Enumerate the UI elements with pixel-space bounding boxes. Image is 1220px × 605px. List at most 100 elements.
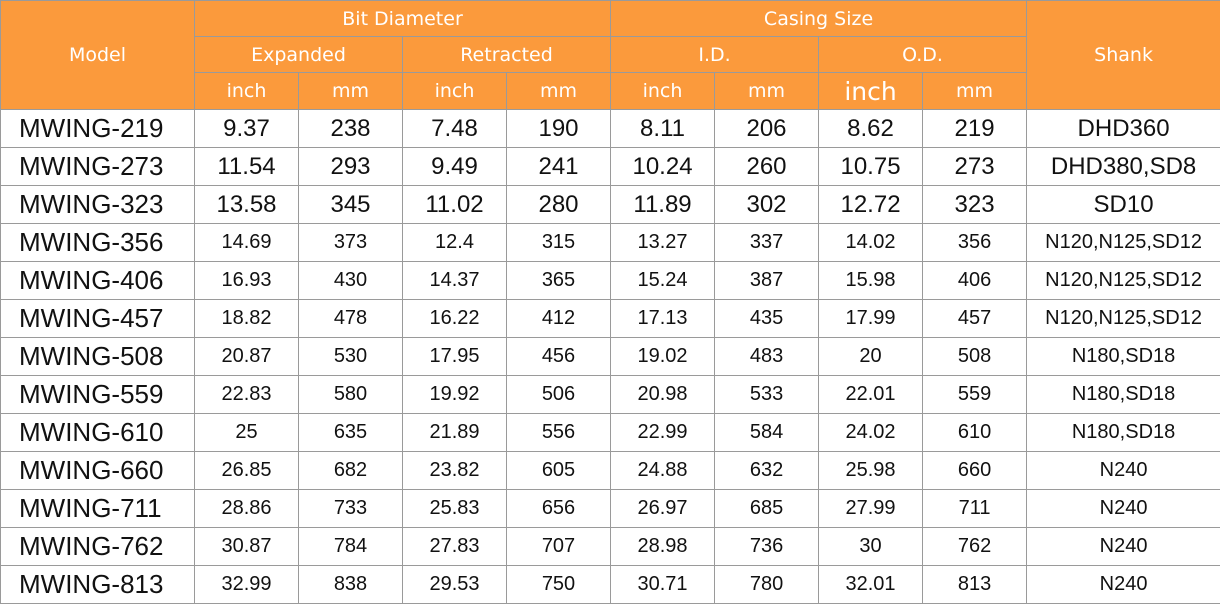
- shank-cell: DHD360: [1026, 109, 1220, 148]
- header-expanded: Expanded: [194, 36, 403, 73]
- value-cell: 273: [922, 147, 1028, 186]
- value-cell: 22.01: [818, 375, 924, 414]
- value-cell: 11.54: [194, 147, 299, 186]
- shank-cell: SD10: [1026, 185, 1220, 224]
- unit-header: inch: [610, 72, 716, 110]
- value-cell: 457: [922, 299, 1028, 338]
- value-cell: 15.24: [610, 261, 716, 300]
- shank-cell: N240: [1026, 489, 1220, 528]
- table-row: MWING-610 25 635 21.89 556 22.99 584 24.02 610 N1…: [0, 413, 1220, 452]
- value-cell: 8.62: [818, 109, 924, 148]
- value-cell: 323: [922, 185, 1028, 224]
- value-cell: 483: [714, 337, 820, 376]
- model-cell: MWING-610: [0, 413, 195, 452]
- value-cell: 435: [714, 299, 820, 338]
- value-cell: 387: [714, 261, 820, 300]
- value-cell: 21.89: [402, 413, 507, 452]
- value-cell: 241: [505, 147, 612, 186]
- value-cell: 28.86: [194, 489, 299, 528]
- value-cell: 27.83: [402, 527, 507, 566]
- value-cell: 26.97: [610, 489, 716, 528]
- value-cell: 22.99: [610, 413, 716, 452]
- value-cell: 24.88: [610, 451, 716, 490]
- value-cell: 635: [298, 413, 403, 452]
- value-cell: 9.37: [194, 109, 299, 148]
- value-cell: 16.93: [194, 261, 299, 300]
- value-cell: 206: [714, 109, 820, 148]
- value-cell: 12.4: [402, 223, 507, 262]
- unit-header: mm: [298, 72, 403, 110]
- value-cell: 506: [505, 375, 612, 414]
- value-cell: 26.85: [194, 451, 299, 490]
- value-cell: 10.24: [610, 147, 716, 186]
- value-cell: 530: [298, 337, 403, 376]
- value-cell: 813: [922, 565, 1028, 604]
- value-cell: 14.69: [194, 223, 299, 262]
- value-cell: 260: [714, 147, 820, 186]
- value-cell: 32.99: [194, 565, 299, 604]
- model-cell: MWING-273: [0, 147, 195, 186]
- model-cell: MWING-762: [0, 527, 195, 566]
- table-row: MWING-323 13.58 345 11.02 280 11.89 302 12.72 32…: [0, 185, 1220, 224]
- shank-cell: N120,N125,SD12: [1026, 223, 1220, 262]
- header-shank: Shank: [1026, 0, 1220, 110]
- table-row: MWING-508 20.87 530 17.95 456 19.02 483 20 508 N1…: [0, 337, 1220, 376]
- value-cell: 337: [714, 223, 820, 262]
- value-cell: 707: [505, 527, 612, 566]
- value-cell: 16.22: [402, 299, 507, 338]
- value-cell: 17.99: [818, 299, 924, 338]
- value-cell: 29.53: [402, 565, 507, 604]
- value-cell: 733: [298, 489, 403, 528]
- table-row: MWING-406 16.93 430 14.37 365 15.24 387 15.98 40…: [0, 261, 1220, 300]
- value-cell: 14.37: [402, 261, 507, 300]
- value-cell: 280: [505, 185, 612, 224]
- value-cell: 11.89: [610, 185, 716, 224]
- value-cell: 24.02: [818, 413, 924, 452]
- table-row: MWING-273 11.54 293 9.49 241 10.24 260 10.75 273…: [0, 147, 1220, 186]
- value-cell: 32.01: [818, 565, 924, 604]
- value-cell: 533: [714, 375, 820, 414]
- header-casing-size: Casing Size: [610, 0, 1028, 37]
- unit-header: inch: [402, 72, 507, 110]
- value-cell: 838: [298, 565, 403, 604]
- value-cell: 8.11: [610, 109, 716, 148]
- table-body: MWING-219 9.37 238 7.48 190 8.11 206 8.62 219 DHD…: [0, 109, 1220, 604]
- unit-header: inch: [818, 72, 924, 110]
- header-bit-diameter: Bit Diameter: [193, 0, 612, 37]
- header-model: Model: [0, 0, 195, 110]
- table-row: MWING-559 22.83 580 19.92 506 20.98 533 22.01 55…: [0, 375, 1220, 414]
- header-id: I.D.: [610, 36, 820, 73]
- table-row: MWING-711 28.86 733 25.83 656 26.97 685 27.99 71…: [0, 489, 1220, 528]
- model-cell: MWING-457: [0, 299, 195, 338]
- value-cell: 30.71: [610, 565, 716, 604]
- value-cell: 780: [714, 565, 820, 604]
- model-cell: MWING-406: [0, 261, 195, 300]
- value-cell: 9.49: [402, 147, 507, 186]
- shank-cell: N240: [1026, 451, 1220, 490]
- table-row: MWING-356 14.69 373 12.4 315 13.27 337 14.02 356…: [0, 223, 1220, 262]
- value-cell: 580: [298, 375, 403, 414]
- value-cell: 7.48: [402, 109, 507, 148]
- value-cell: 302: [714, 185, 820, 224]
- value-cell: 19.92: [402, 375, 507, 414]
- table-row: MWING-219 9.37 238 7.48 190 8.11 206 8.62 219 DHD…: [0, 109, 1220, 148]
- value-cell: 30.87: [194, 527, 299, 566]
- value-cell: 632: [714, 451, 820, 490]
- header-retracted: Retracted: [401, 36, 612, 73]
- value-cell: 20.98: [610, 375, 716, 414]
- value-cell: 25.98: [818, 451, 924, 490]
- value-cell: 219: [922, 109, 1028, 148]
- value-cell: 656: [505, 489, 612, 528]
- value-cell: 20: [818, 337, 924, 376]
- value-cell: 30: [818, 527, 924, 566]
- value-cell: 556: [505, 413, 612, 452]
- unit-header: inch: [194, 72, 299, 110]
- value-cell: 430: [298, 261, 403, 300]
- value-cell: 11.02: [402, 185, 507, 224]
- shank-cell: N180,SD18: [1026, 337, 1220, 376]
- value-cell: 345: [298, 185, 403, 224]
- value-cell: 559: [922, 375, 1028, 414]
- model-cell: MWING-559: [0, 375, 195, 414]
- shank-cell: N240: [1026, 527, 1220, 566]
